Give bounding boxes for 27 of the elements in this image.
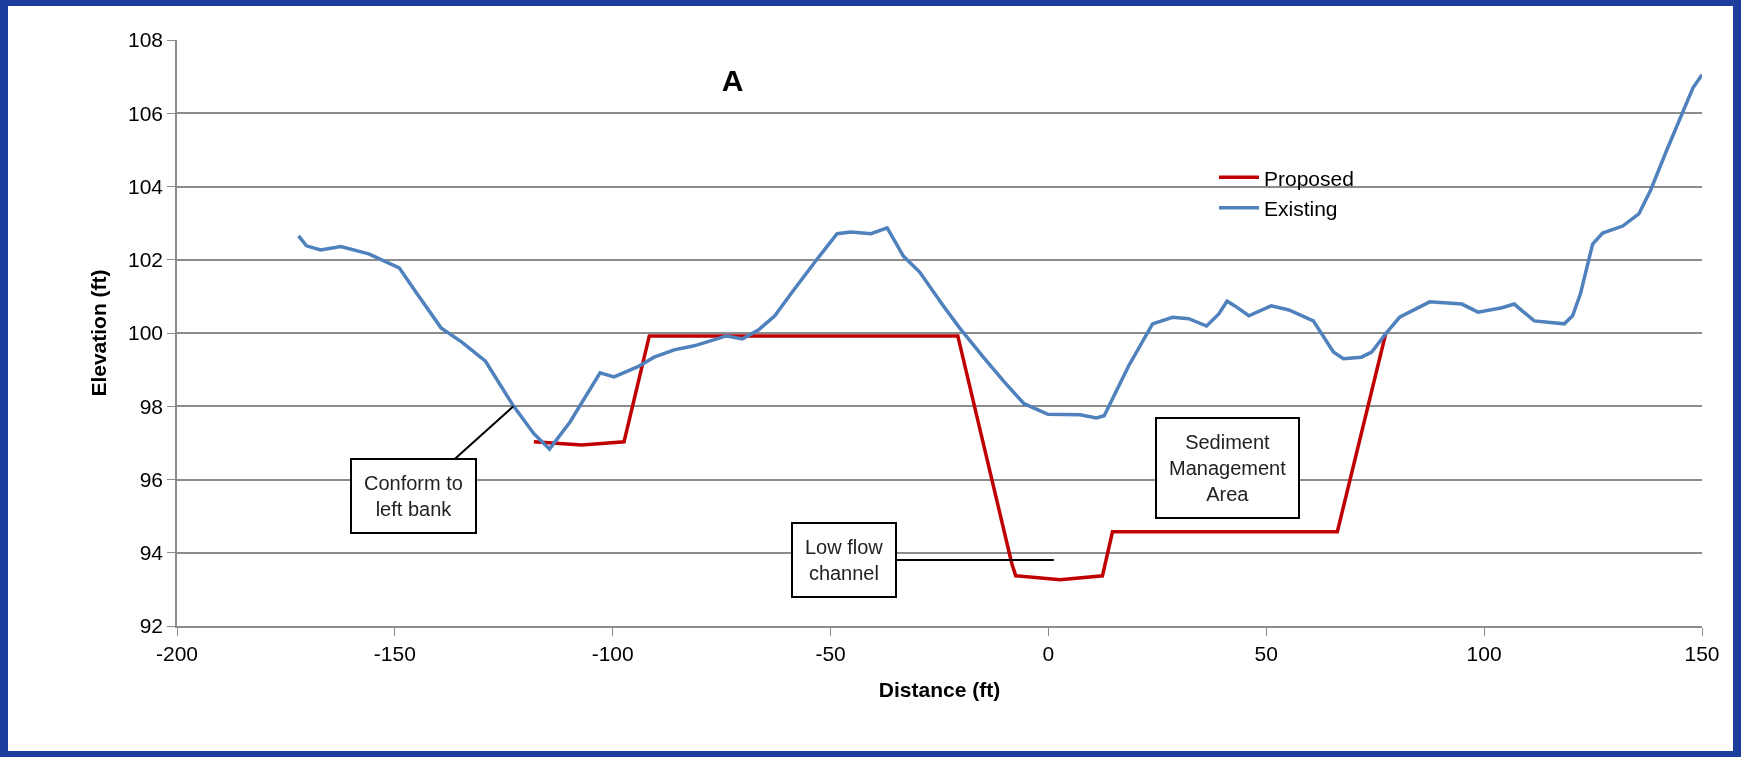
y-tick-label: 94 xyxy=(139,541,164,565)
x-tick-label: 100 xyxy=(1466,641,1502,665)
annotation: Sediment Management Area xyxy=(1169,431,1287,505)
y-tick-label: 96 xyxy=(139,467,164,491)
x-tick-label: -200 xyxy=(155,641,199,665)
y-tick-label: 108 xyxy=(128,28,164,52)
legend-label: Proposed xyxy=(1264,166,1354,190)
annotation: Conform to left bank xyxy=(364,472,463,520)
x-tick-label: -150 xyxy=(373,641,416,665)
line-series xyxy=(296,73,1702,451)
legend-label: Existing xyxy=(1264,196,1338,220)
x-tick-label: -50 xyxy=(815,641,846,665)
x-axis-title: Distance (ft) xyxy=(878,677,1001,701)
y-tick-label: 100 xyxy=(128,321,164,345)
x-tick-label: -100 xyxy=(591,641,634,665)
annotation: Low flow channel xyxy=(805,536,884,584)
y-tick-label: 102 xyxy=(128,248,164,272)
y-axis-title: Elevation (ft) xyxy=(86,269,110,397)
y-tick-label: 98 xyxy=(139,394,164,418)
x-tick-label: 50 xyxy=(1254,641,1278,665)
text: A xyxy=(721,64,744,97)
y-tick-label: 92 xyxy=(139,614,164,638)
x-tick-label: 0 xyxy=(1042,641,1055,665)
y-tick-label: 104 xyxy=(128,174,164,198)
x-tick-label: 150 xyxy=(1684,641,1720,665)
y-tick-label: 106 xyxy=(128,101,164,125)
line-series xyxy=(532,331,1388,582)
